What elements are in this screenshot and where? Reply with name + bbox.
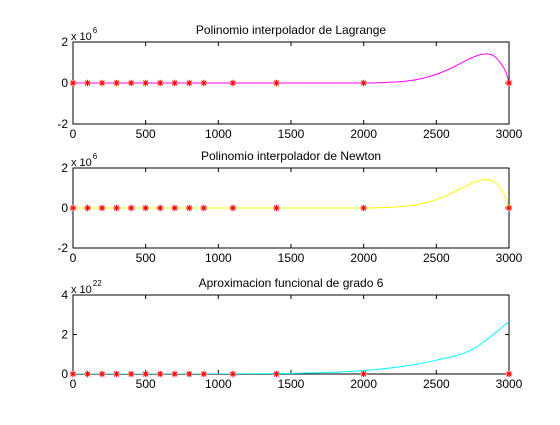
x-tick-label: 2000: [350, 377, 377, 391]
data-point-marker: [69, 370, 77, 378]
data-point-marker: [98, 204, 106, 212]
data-point-marker: [69, 79, 77, 87]
data-point-marker: [113, 204, 120, 212]
data-point-marker: [229, 370, 237, 378]
subplot-2: Polinomio interpolador de Newton x 106 0 50…: [57, 149, 522, 265]
data-point-marker: [229, 79, 237, 87]
x-tick-label: 3000: [496, 127, 523, 141]
y-exponent-power: 22: [93, 279, 102, 288]
data-point-marker: [142, 370, 149, 378]
data-point-marker: [84, 79, 91, 87]
data-point-marker: [98, 79, 106, 87]
y-exponent-power: 6: [93, 26, 98, 35]
y-tick-label: -2: [57, 117, 68, 131]
data-point-marker: [200, 370, 207, 378]
data-point-marker: [273, 204, 280, 212]
data-point-marker: [360, 370, 367, 378]
chart-title: Polinomio interpolador de Lagrange: [196, 23, 386, 37]
y-tick-label: 2: [61, 161, 68, 175]
plot-area: [73, 179, 509, 209]
x-tick-label: 1500: [278, 377, 305, 391]
x-tick-label: 1500: [278, 127, 305, 141]
data-point-marker: [113, 79, 120, 87]
x-tick-label: 500: [136, 377, 156, 391]
x-tick-label: 2500: [423, 251, 450, 265]
data-point-marker: [157, 79, 164, 87]
data-point-marker: [200, 204, 207, 212]
data-point-marker: [84, 204, 91, 212]
x-tick-label: 3000: [496, 377, 523, 391]
data-point-marker: [171, 79, 178, 87]
data-point-marker: [142, 79, 149, 87]
x-tick-label: 0: [70, 251, 77, 265]
data-point-marker: [171, 204, 178, 212]
data-point-marker: [98, 370, 106, 378]
x-tick-label: 1500: [278, 251, 305, 265]
data-point-marker: [84, 370, 91, 378]
data-point-marker: [360, 204, 367, 212]
y-exponent-label: x 10: [71, 31, 92, 43]
data-point-marker: [229, 204, 237, 212]
data-point-marker: [505, 79, 513, 87]
y-tick-label: 0: [61, 201, 68, 215]
data-point-marker: [186, 204, 193, 212]
chart-title: Polinomio interpolador de Newton: [201, 149, 381, 163]
y-tick-label: 2: [61, 35, 68, 49]
x-tick-label: 2500: [423, 127, 450, 141]
subplot-3: Aproximacion funcional de grado 6x 10220…: [61, 276, 522, 391]
data-point-marker: [186, 370, 193, 378]
data-point-marker: [113, 370, 120, 378]
x-tick-label: 2500: [423, 377, 450, 391]
data-point-marker: [200, 79, 207, 87]
y-tick-label: 2: [61, 328, 68, 342]
x-tick-label: 2000: [350, 127, 377, 141]
x-tick-label: 3000: [496, 251, 523, 265]
series-line: [73, 179, 509, 209]
data-point-marker: [157, 370, 164, 378]
data-point-marker: [69, 204, 77, 212]
data-point-marker: [505, 370, 513, 378]
x-tick-label: 500: [136, 127, 156, 141]
data-point-marker: [127, 79, 135, 87]
y-tick-label: -2: [57, 241, 68, 255]
y-tick-label: 4: [61, 288, 68, 302]
subplot-1: Polinomio interpolador de Lagrange x 106 0…: [57, 23, 522, 141]
x-tick-label: 500: [136, 251, 156, 265]
x-tick-label: 1000: [205, 251, 232, 265]
data-point-marker: [142, 204, 149, 212]
data-point-marker: [127, 370, 135, 378]
data-point-marker: [157, 204, 164, 212]
x-tick-label: 0: [70, 127, 77, 141]
y-exponent-label: x 10: [71, 157, 92, 169]
data-point-marker: [186, 79, 193, 87]
y-exponent-label: x 10: [71, 284, 92, 296]
plot-area: [73, 53, 509, 84]
data-point-marker: [505, 204, 513, 212]
x-tick-label: 0: [70, 377, 77, 391]
x-tick-label: 1000: [205, 127, 232, 141]
data-point-marker: [273, 79, 280, 87]
data-point-marker: [127, 204, 135, 212]
x-tick-label: 2000: [350, 251, 377, 265]
axes-box: [72, 294, 510, 375]
y-tick-label: 0: [61, 76, 68, 90]
y-exponent-power: 6: [93, 152, 98, 161]
data-point-marker: [171, 370, 178, 378]
series-line: [73, 53, 509, 84]
chart-title: Aproximacion funcional de grado 6: [199, 276, 384, 290]
data-point-marker: [360, 79, 367, 87]
data-point-marker: [273, 370, 280, 378]
x-tick-label: 1000: [205, 377, 232, 391]
y-tick-label: 0: [61, 367, 68, 381]
